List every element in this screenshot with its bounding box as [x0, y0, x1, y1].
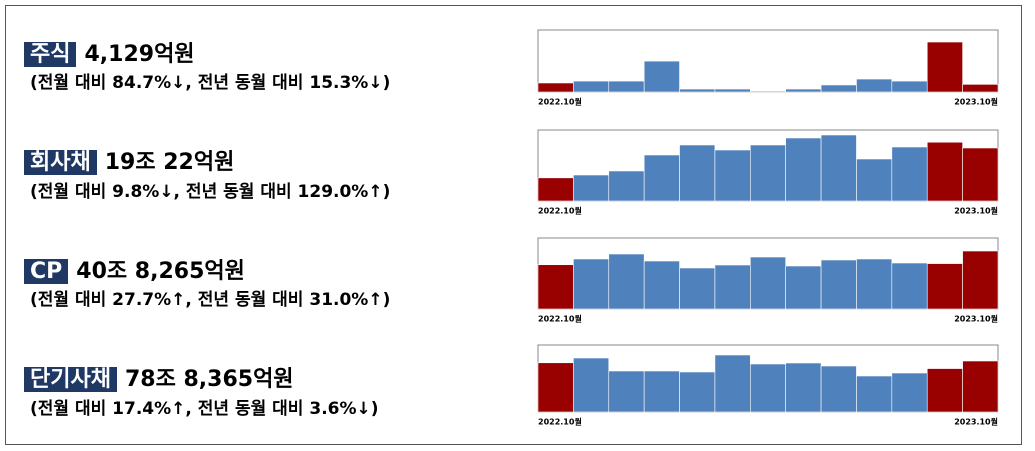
headline: CP 40조 8,265억원 — [24, 253, 245, 285]
x-tick-label: 2023.10월 — [954, 314, 998, 324]
bar — [820, 134, 857, 202]
label-badge: 회사채 — [24, 150, 97, 175]
bar — [608, 253, 645, 310]
bar — [926, 368, 963, 413]
bar — [573, 174, 610, 202]
bar — [714, 88, 751, 93]
x-tick-label: 2023.10월 — [954, 206, 998, 216]
bar — [573, 80, 610, 93]
headline-value: 4,129억원 — [84, 42, 195, 67]
headline: 주식 4,129억원 — [24, 36, 195, 68]
bar — [714, 354, 751, 413]
headline-value: 78조 8,365억원 — [124, 367, 294, 392]
label-badge: 단기사채 — [24, 367, 117, 392]
x-tick-label: 2023.10월 — [954, 417, 998, 427]
x-tick-label: 2022.10월 — [538, 206, 582, 216]
headline: 회사채 19조 22억원 — [24, 144, 234, 176]
bar — [785, 362, 822, 413]
subtitle: (전월 대비 27.7%↑, 전년 동월 대비 31.0%↑) — [30, 290, 391, 310]
bar — [643, 260, 680, 310]
bar — [785, 265, 822, 310]
bar — [537, 82, 574, 93]
bar — [643, 154, 680, 202]
bar — [891, 372, 928, 413]
bar — [608, 80, 645, 93]
headline-value: 19조 22억원 — [104, 150, 235, 175]
bar — [714, 264, 751, 310]
bar — [856, 258, 893, 310]
bar — [785, 88, 822, 93]
bar — [537, 362, 574, 413]
bar — [537, 264, 574, 310]
bar — [679, 144, 716, 202]
label-badge: 주식 — [24, 42, 77, 67]
bar — [962, 360, 999, 413]
bar — [573, 357, 610, 413]
bar — [891, 262, 928, 310]
subtitle: (전월 대비 17.4%↑, 전년 동월 대비 3.6%↓) — [30, 399, 379, 419]
bar — [926, 41, 963, 93]
x-tick-label: 2023.10월 — [954, 97, 998, 107]
bar — [537, 177, 574, 202]
bar — [926, 141, 963, 202]
bar — [856, 375, 893, 413]
bar — [750, 363, 786, 413]
bar — [962, 250, 999, 310]
bar — [679, 267, 716, 310]
bar — [750, 256, 786, 310]
bar — [891, 146, 928, 202]
bar — [820, 365, 857, 413]
bar — [926, 263, 963, 310]
bar — [679, 371, 716, 413]
bar — [962, 147, 999, 202]
x-tick-label: 2022.10월 — [538, 97, 582, 107]
headline-value: 40조 8,265억원 — [76, 259, 245, 284]
bar — [820, 259, 857, 310]
bar — [785, 137, 822, 202]
frame — [5, 5, 1022, 445]
bar — [891, 80, 928, 93]
bar — [856, 158, 893, 202]
label-badge: CP — [24, 259, 69, 284]
bar — [750, 90, 786, 93]
bar — [856, 78, 893, 93]
bar — [750, 144, 786, 202]
x-tick-label: 2022.10월 — [538, 417, 582, 427]
bar — [608, 170, 645, 202]
x-tick-label: 2022.10월 — [538, 314, 582, 324]
bar — [820, 84, 857, 93]
bar — [679, 88, 716, 93]
headline: 단기사채 78조 8,365억원 — [24, 361, 294, 393]
bar — [714, 149, 751, 202]
bar — [608, 370, 645, 413]
subtitle: (전월 대비 84.7%↓, 전년 동월 대비 15.3%↓) — [30, 73, 391, 93]
bar — [573, 258, 610, 310]
bar — [962, 84, 999, 93]
subtitle: (전월 대비 9.8%↓, 전년 동월 대비 129.0%↑) — [30, 182, 391, 202]
bar — [643, 370, 680, 413]
bar — [643, 60, 680, 93]
